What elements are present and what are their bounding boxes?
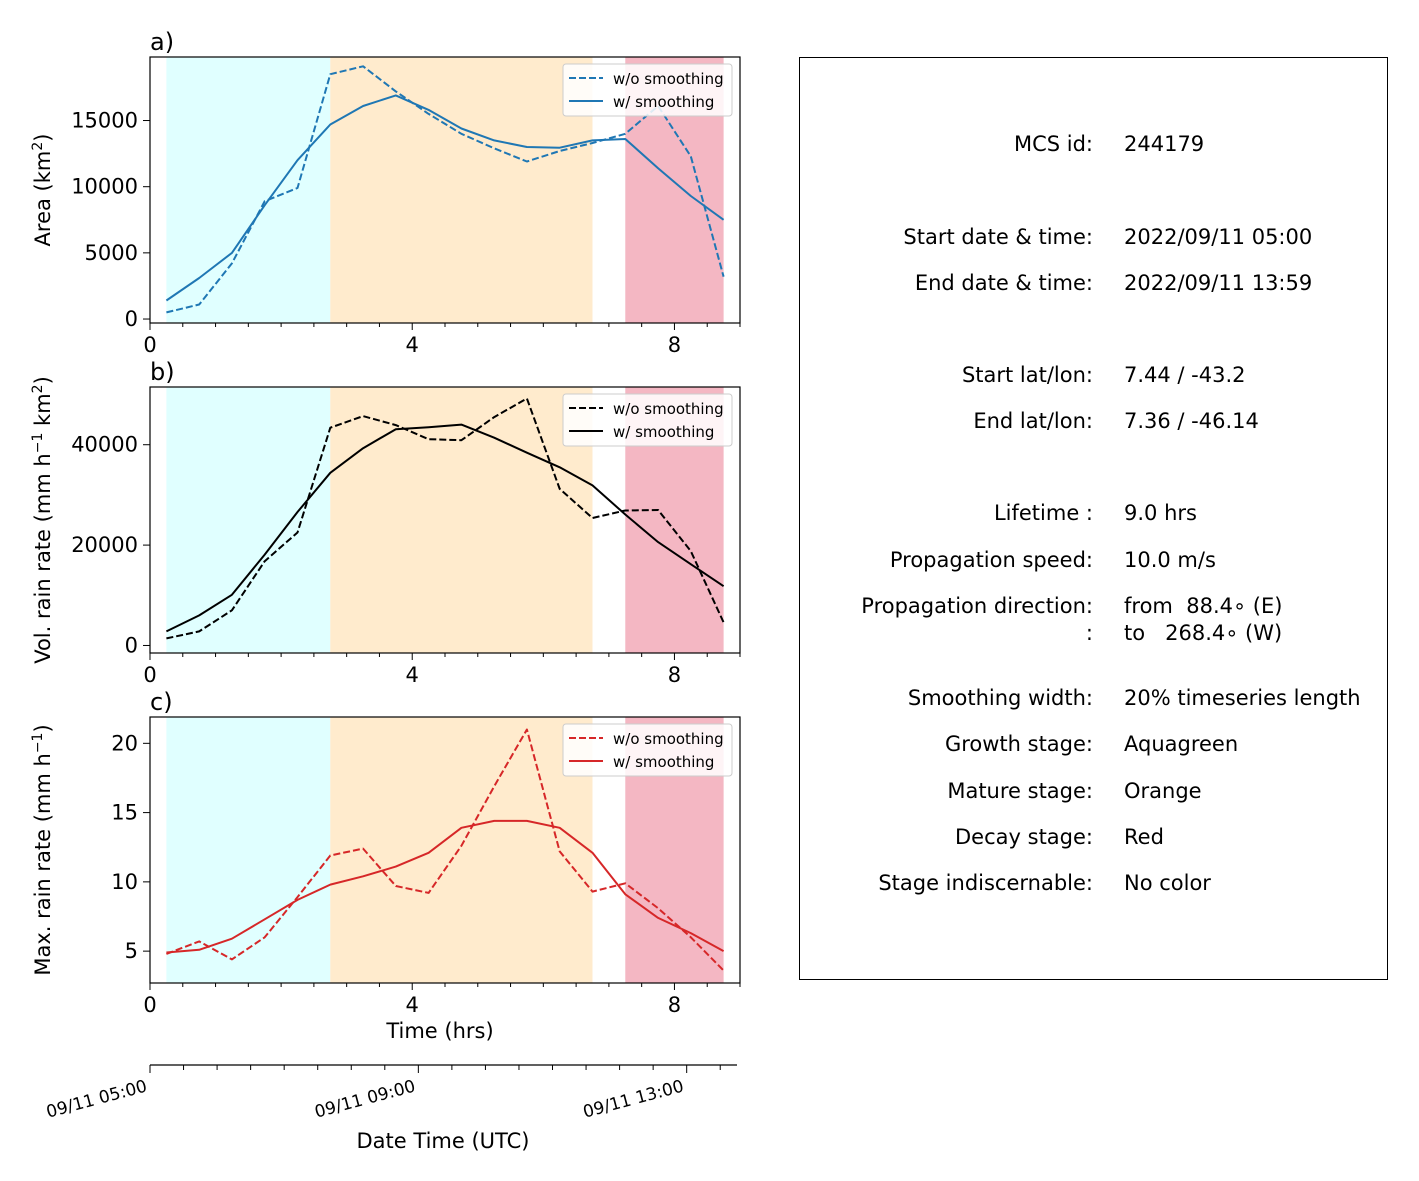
stage-mature-span — [330, 387, 593, 653]
series-line-with-smoothing — [165, 423, 725, 633]
info-value: Aquagreen — [1124, 732, 1239, 756]
info-label: End date & time: — [914, 271, 1093, 295]
info-value: from 88.4∘ (E) — [1124, 594, 1283, 618]
stage-growth-span — [166, 717, 331, 983]
legend: w/o smoothing w/ smoothing — [562, 393, 733, 447]
panel-letter: b) — [150, 358, 175, 386]
info-value: No color — [1124, 871, 1211, 895]
legend-label: w/ smoothing — [613, 753, 714, 771]
panel-c: 0 4 8 5 10 15 20 c) Max. rain rate (mm h−1) w/o s… — [30, 688, 741, 1043]
info-label: Propagation direction: — [861, 594, 1093, 618]
info-label: Decay stage: — [955, 825, 1093, 849]
info-label: : — [1085, 621, 1093, 645]
x-tick-label: 0 — [143, 333, 156, 357]
info-value: 2022/09/11 13:59 — [1124, 271, 1313, 295]
info-value: Orange — [1124, 779, 1202, 803]
info-value: Red — [1124, 825, 1164, 849]
series-line-with-smoothing — [166, 819, 725, 954]
info-label: Propagation speed: — [889, 548, 1093, 572]
stage-growth-span — [166, 387, 331, 653]
x-axis-label: Time (hrs) — [385, 1019, 493, 1043]
info-value: 10.0 m/s — [1124, 548, 1216, 572]
x-tick-label: 8 — [668, 333, 681, 357]
legend-label: w/o smoothing — [613, 400, 724, 418]
y-axis-label: Vol. rain rate (mm h−1 km2) — [30, 376, 55, 664]
info-label: Lifetime : — [993, 501, 1093, 525]
y-tick-label: 15 — [111, 801, 138, 825]
y-tick-label: 5000 — [85, 241, 138, 265]
y-tick-label: 0 — [125, 633, 138, 657]
stage-mature-span — [330, 717, 593, 983]
datetime-axis-label: Date Time (UTC) — [357, 1129, 530, 1153]
datetime-tick-label: 09/11 09:00 — [313, 1077, 418, 1123]
info-value: 7.44 / -43.2 — [1124, 363, 1246, 387]
legend-label: w/o smoothing — [613, 730, 724, 748]
y-tick-label: 20000 — [71, 533, 138, 557]
info-label: Stage indiscernable: — [878, 871, 1093, 895]
info-label: MCS id: — [1013, 132, 1093, 156]
datetime-tick-label: 09/11 05:00 — [44, 1077, 149, 1123]
series-line-with-smoothing — [165, 94, 725, 302]
y-tick-label: 15000 — [71, 109, 138, 133]
stage-growth-span — [166, 57, 331, 323]
x-tick-label: 4 — [406, 993, 419, 1017]
y-tick-label: 10000 — [71, 175, 138, 199]
panel-letter: a) — [150, 28, 174, 56]
stage-mature-span — [330, 57, 593, 323]
info-label: Smoothing width: — [907, 686, 1093, 710]
y-axis-label: Area (km2) — [30, 134, 55, 247]
info-value: 2022/09/11 05:00 — [1124, 225, 1313, 249]
x-tick-label: 4 — [406, 663, 419, 687]
legend-box — [562, 393, 733, 447]
info-value: 7.36 / -46.14 — [1124, 409, 1259, 433]
legend-label: w/ smoothing — [613, 93, 714, 111]
legend-label: w/ smoothing — [613, 423, 714, 441]
mcs-info-box: MCS id: 244179 Start date & time: 2022/09/1… — [799, 57, 1388, 980]
panel-letter: c) — [150, 688, 173, 716]
series-line-without-smoothing — [166, 397, 725, 640]
y-tick-label: 10 — [111, 870, 138, 894]
legend-box — [562, 63, 733, 117]
legend: w/o smoothing w/ smoothing — [562, 63, 733, 117]
series-line-without-smoothing — [166, 728, 725, 972]
y-tick-label: 20 — [111, 731, 138, 755]
y-tick-label: 40000 — [71, 433, 138, 457]
x-tick-label: 4 — [406, 333, 419, 357]
x-tick-label: 8 — [668, 663, 681, 687]
y-tick-label: 5 — [125, 939, 138, 963]
info-label: Start lat/lon: — [961, 363, 1093, 387]
info-value: 244179 — [1124, 132, 1205, 156]
info-label: Growth stage: — [944, 732, 1093, 756]
info-label: Mature stage: — [947, 779, 1093, 803]
x-tick-label: 0 — [143, 663, 156, 687]
panel-b: 0 4 8 0 20000 40000 b) Vol. rain rate (mm h−1 k… — [30, 358, 741, 687]
datetime-tick-label: 09/11 13:00 — [581, 1077, 686, 1123]
info-value: 9.0 hrs — [1124, 501, 1197, 525]
legend-box — [562, 723, 733, 777]
x-tick-label: 0 — [143, 993, 156, 1017]
panel-a: 0 4 8 0 5000 10000 15000 a) Area (km2) w/o smooth… — [30, 28, 741, 357]
info-label: End lat/lon: — [973, 409, 1093, 433]
info-value: to 268.4∘ (W) — [1124, 621, 1283, 645]
legend-label: w/o smoothing — [613, 70, 724, 88]
x-tick-label: 8 — [668, 993, 681, 1017]
info-label: Start date & time: — [903, 225, 1093, 249]
info-value: 20% timeseries length — [1124, 686, 1361, 710]
y-axis-label: Max. rain rate (mm h−1) — [30, 724, 55, 975]
legend: w/o smoothing w/ smoothing — [562, 723, 733, 777]
y-tick-label: 0 — [125, 307, 138, 331]
datetime-axis: 09/11 05:00 09/11 09:00 09/11 13:00 Date Ti… — [44, 1064, 737, 1153]
